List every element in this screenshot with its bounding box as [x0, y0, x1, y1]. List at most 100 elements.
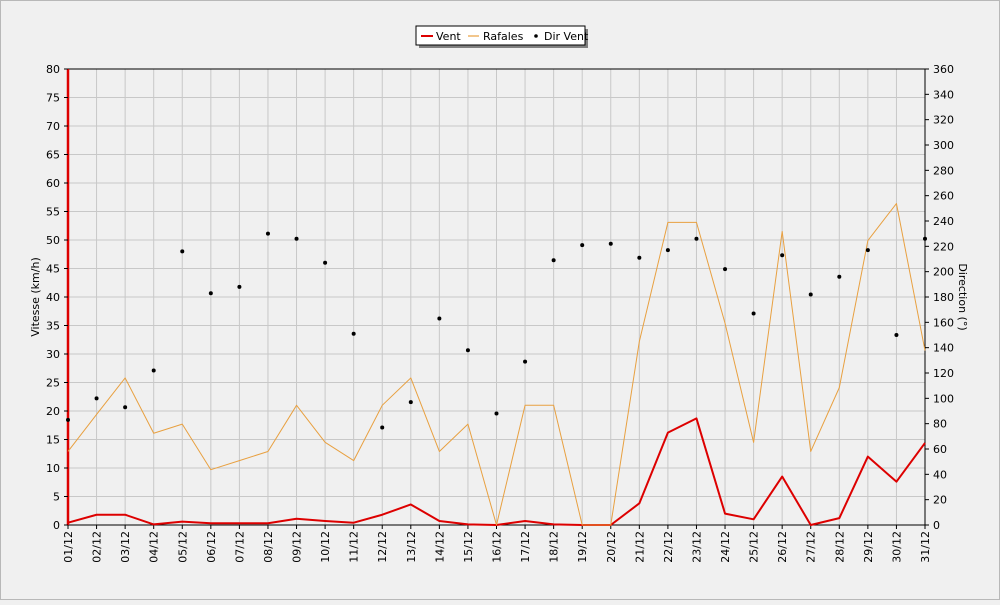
x-tick-label: 29/12	[862, 531, 875, 563]
data-point-dir-vent	[265, 231, 270, 236]
y-tick-label: 75	[46, 92, 60, 105]
y-tick-label: 5	[53, 491, 60, 504]
y-tick-label: 60	[46, 177, 60, 190]
y-tick-label: 25	[46, 377, 60, 390]
x-tick-label: 26/12	[776, 531, 789, 563]
x-tick-label: 07/12	[233, 531, 246, 563]
data-point-dir-vent	[837, 274, 842, 279]
y2-tick-label: 20	[933, 494, 947, 507]
data-point-dir-vent	[808, 292, 813, 297]
data-point-dir-vent	[323, 260, 328, 265]
x-tick-label: 31/12	[919, 531, 932, 563]
y2-tick-label: 360	[933, 63, 954, 76]
data-point-dir-vent	[494, 411, 499, 416]
data-point-dir-vent	[523, 359, 528, 364]
y2-tick-label: 180	[933, 291, 954, 304]
legend-swatch-dir-vent	[534, 34, 538, 38]
data-point-dir-vent	[237, 284, 242, 289]
series-layer	[66, 203, 927, 526]
y2-tick-label: 220	[933, 240, 954, 253]
x-tick-label: 14/12	[433, 531, 446, 563]
y-tick-label: 20	[46, 405, 60, 418]
data-point-dir-vent	[208, 291, 213, 296]
y2-tick-label: 140	[933, 342, 954, 355]
x-tick-label: 19/12	[576, 531, 589, 563]
x-tick-label: 05/12	[176, 531, 189, 563]
x-tick-label: 09/12	[291, 531, 304, 563]
y2-tick-label: 320	[933, 114, 954, 127]
data-point-dir-vent	[865, 248, 870, 253]
y2-tick-label: 100	[933, 392, 954, 405]
data-point-dir-vent	[380, 425, 385, 430]
x-tick-label: 27/12	[805, 531, 818, 563]
x-tick-label: 28/12	[833, 531, 846, 563]
data-point-dir-vent	[437, 316, 442, 321]
series-line-rafales	[67, 203, 926, 526]
y2-tick-label: 340	[933, 88, 954, 101]
data-point-dir-vent	[94, 396, 99, 401]
x-tick-label: 06/12	[205, 531, 218, 563]
legend: Vent Rafales Dir Vent	[415, 25, 589, 48]
y-tick-label: 45	[46, 263, 60, 276]
data-point-dir-vent	[351, 331, 356, 336]
x-tick-label: 08/12	[262, 531, 275, 563]
legend-box	[415, 25, 586, 46]
x-tick-label: 30/12	[890, 531, 903, 563]
axis-layer: 0 5 10 15 20 25 30 35 40 45 50 55 60 65 70 75 80 0 20 40 60 8…	[46, 63, 954, 563]
x-tick-label: 17/12	[519, 531, 532, 563]
x-tick-label: 04/12	[148, 531, 161, 563]
y-axis-title: Vitesse (km/h)	[29, 257, 42, 337]
y-tick-label: 80	[46, 63, 60, 76]
x-tick-label: 18/12	[548, 531, 561, 563]
y-tick-label: 65	[46, 149, 60, 162]
data-point-dir-vent	[923, 236, 927, 241]
x-tick-label: 23/12	[690, 531, 703, 563]
x-tick-label: 03/12	[119, 531, 132, 563]
y2-tick-label: 160	[933, 316, 954, 329]
y2-tick-label: 280	[933, 164, 954, 177]
legend-label-rafales: Rafales	[483, 30, 524, 43]
x-tick-label: 15/12	[462, 531, 475, 563]
data-point-dir-vent	[551, 258, 556, 263]
data-point-dir-vent	[294, 236, 299, 241]
y2-tick-label: 260	[933, 190, 954, 203]
x-tick-label: 16/12	[491, 531, 504, 563]
x-tick-label: 13/12	[405, 531, 418, 563]
data-point-dir-vent	[608, 241, 613, 246]
y-tick-label: 0	[53, 519, 60, 532]
x-tick-label: 20/12	[605, 531, 618, 563]
grid-layer	[67, 68, 926, 526]
x-tick-label: 12/12	[376, 531, 389, 563]
y2-tick-label: 80	[933, 418, 947, 431]
data-point-dir-vent	[408, 400, 413, 405]
data-point-dir-vent	[123, 405, 128, 410]
data-point-dir-vent	[180, 249, 185, 254]
y2-axis-title: Direction (°)	[956, 263, 969, 330]
y-tick-label: 40	[46, 291, 60, 304]
data-point-dir-vent	[694, 236, 699, 241]
data-point-dir-vent	[665, 248, 670, 253]
x-tick-label: 10/12	[319, 531, 332, 563]
y2-tick-label: 0	[933, 519, 940, 532]
x-tick-label: 25/12	[748, 531, 761, 563]
y-tick-label: 35	[46, 320, 60, 333]
legend-label-vent: Vent	[436, 30, 461, 43]
y2-tick-label: 300	[933, 139, 954, 152]
data-point-dir-vent	[465, 348, 470, 353]
y-tick-label: 55	[46, 206, 60, 219]
y-tick-label: 50	[46, 234, 60, 247]
data-point-dir-vent	[151, 368, 156, 373]
data-point-dir-vent	[66, 417, 70, 422]
data-point-dir-vent	[751, 311, 756, 316]
x-tick-label: 01/12	[62, 531, 75, 563]
data-point-dir-vent	[723, 267, 728, 272]
y2-tick-label: 60	[933, 443, 947, 456]
x-tick-label: 24/12	[719, 531, 732, 563]
x-tick-label: 22/12	[662, 531, 675, 563]
legend-label-dir-vent: Dir Vent	[544, 30, 589, 43]
y-tick-label: 70	[46, 120, 60, 133]
data-point-dir-vent	[637, 255, 642, 260]
y-tick-label: 15	[46, 434, 60, 447]
